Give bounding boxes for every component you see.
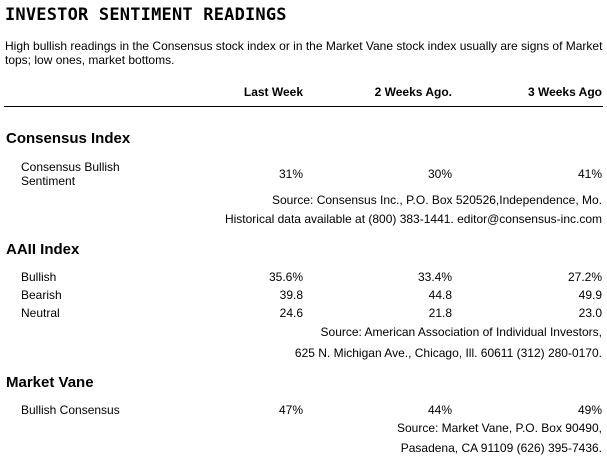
cell-aaii-bullish-last-week: 35.6% — [268, 270, 303, 284]
source-consensus-line1: Source: Consensus Inc., P.O. Box 520526,… — [272, 193, 602, 207]
page-title: INVESTOR SENTIMENT READINGS — [5, 5, 287, 25]
cell-aaii-bullish-2-weeks-ago: 33.4% — [417, 270, 452, 284]
source-aaii-line1: Source: American Association of Individu… — [320, 325, 602, 339]
cell-aaii-bearish-2-weeks-ago: 44.8 — [428, 288, 452, 302]
cell-consensus-bullish-last-week: 31% — [278, 167, 303, 181]
cell-aaii-bearish-3-weeks-ago: 49.9 — [578, 288, 602, 302]
row-label-bullish: Bullish — [21, 270, 57, 284]
row-label-neutral: Neutral — [21, 306, 60, 320]
cell-aaii-neutral-3-weeks-ago: 23.0 — [578, 306, 602, 320]
intro-text: High bullish readings in the Consensus s… — [5, 39, 603, 67]
cell-consensus-bullish-3-weeks-ago: 41% — [577, 167, 602, 181]
column-header-3-weeks-ago: 3 Weeks Ago — [527, 85, 602, 99]
section-title-market-vane: Market Vane — [6, 374, 94, 391]
cell-market-vane-2-weeks-ago: 44% — [427, 403, 452, 417]
cell-aaii-bearish-last-week: 39.8 — [279, 288, 303, 302]
row-label-consensus-bullish-line1: Consensus Bullish — [21, 160, 120, 174]
cell-consensus-bullish-2-weeks-ago: 30% — [427, 167, 452, 181]
cell-aaii-neutral-last-week: 24.6 — [279, 306, 303, 320]
row-label-bullish-consensus: Bullish Consensus — [21, 403, 120, 417]
row-label-consensus-bullish-line2: Sentiment — [21, 174, 76, 188]
column-header-last-week: Last Week — [243, 85, 303, 99]
section-title-aaii-index: AAII Index — [6, 241, 80, 258]
source-consensus-line2: Historical data available at (800) 383-1… — [224, 212, 602, 226]
cell-aaii-neutral-2-weeks-ago: 21.8 — [428, 306, 452, 320]
cell-market-vane-3-weeks-ago: 49% — [577, 403, 602, 417]
row-label-bearish: Bearish — [21, 288, 62, 302]
cell-aaii-bullish-3-weeks-ago: 27.2% — [567, 270, 602, 284]
header-divider — [4, 106, 603, 107]
source-market-vane-line2: Pasadena, CA 91109 (626) 395-7436. — [400, 441, 602, 455]
cell-market-vane-last-week: 47% — [278, 403, 303, 417]
source-market-vane-line1: Source: Market Vane, P.O. Box 90490, — [396, 421, 602, 435]
source-aaii-line2: 625 N. Michigan Ave., Chicago, Ill. 6061… — [294, 346, 602, 360]
section-title-consensus-index: Consensus Index — [6, 130, 131, 147]
column-header-2-weeks-ago: 2 Weeks Ago. — [374, 85, 452, 99]
